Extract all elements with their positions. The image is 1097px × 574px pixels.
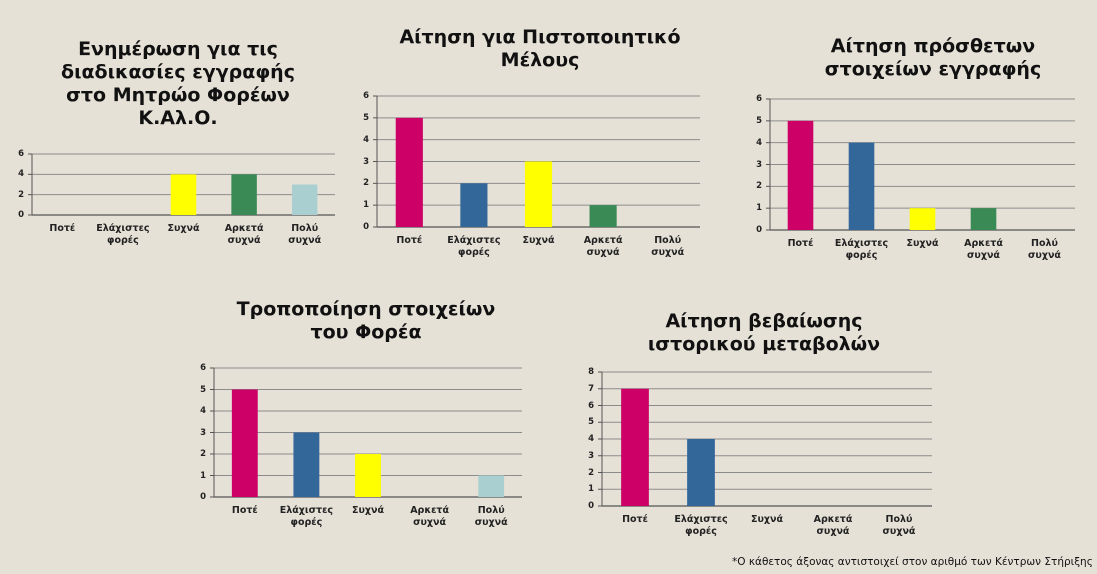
- y-tick-label: 1: [588, 484, 594, 495]
- x-tick-label: Πολύ συχνά: [1028, 238, 1061, 261]
- y-tick-label: 5: [756, 115, 762, 126]
- y-tick-label: 6: [200, 363, 206, 373]
- x-tick-label: Ελάχιστες φορές: [447, 235, 501, 258]
- x-tick-label: Ποτέ: [787, 238, 814, 249]
- y-tick-label: 4: [18, 169, 24, 180]
- y-tick-label: 3: [200, 427, 206, 438]
- y-tick-label: 3: [588, 450, 594, 461]
- y-tick-label: 2: [588, 467, 594, 478]
- bar: [231, 174, 257, 215]
- y-tick-label: 6: [363, 91, 369, 101]
- x-tick-label: Ποτέ: [396, 235, 423, 246]
- y-tick-label: 5: [588, 417, 594, 428]
- x-tick-label: Ελάχιστες φορές: [279, 505, 334, 528]
- y-tick-label: 0: [200, 492, 206, 502]
- y-tick-label: 8: [588, 367, 594, 377]
- x-tick-label: Αρκετά συχνά: [813, 514, 853, 537]
- bar: [395, 117, 423, 227]
- y-tick-label: 1: [363, 200, 369, 211]
- y-tick-label: 1: [756, 203, 762, 214]
- y-tick-label: 7: [588, 383, 594, 394]
- y-tick-label: 0: [363, 222, 369, 232]
- y-tick-label: 0: [588, 501, 594, 511]
- x-tick-label: Πολύ συχνά: [882, 514, 916, 537]
- bar: [460, 183, 488, 227]
- y-tick-label: 0: [756, 225, 762, 235]
- footnote: *Ο κάθετος άξονας αντιστοιχεί στον αριθμ…: [732, 556, 1093, 568]
- y-tick-label: 2: [200, 449, 206, 459]
- y-tick-label: 1: [200, 470, 206, 481]
- chart-title: Αίτηση πρόσθετων στοιχείων εγγραφής: [824, 35, 1042, 80]
- bar: [909, 208, 936, 230]
- y-tick-label: 4: [200, 406, 206, 416]
- x-tick-label: Ποτέ: [231, 505, 258, 516]
- bar: [170, 174, 197, 215]
- x-tick-label: Πολύ συχνά: [651, 235, 685, 258]
- y-tick-label: 3: [363, 156, 369, 167]
- x-tick-label: Πολύ συχνά: [288, 223, 322, 246]
- x-tick-label: Ελάχιστες φορές: [96, 223, 150, 246]
- y-tick-label: 5: [363, 112, 369, 123]
- x-tick-label: Συχνά: [522, 235, 555, 246]
- bar: [293, 432, 320, 497]
- x-tick-label: Αρκετά συχνά: [964, 238, 1003, 261]
- x-tick-label: Συχνά: [167, 223, 200, 234]
- y-tick-label: 4: [363, 134, 369, 145]
- y-tick-label: 6: [18, 149, 24, 159]
- y-tick-label: 5: [200, 384, 206, 395]
- bar: [524, 161, 553, 227]
- y-tick-label: 0: [18, 210, 24, 220]
- bar: [231, 389, 258, 497]
- y-tick-label: 2: [756, 181, 762, 192]
- bar: [687, 439, 715, 506]
- x-tick-label: Συχνά: [750, 514, 784, 525]
- chart-title: Αίτηση βεβαίωσης ιστορικού μεταβολών: [647, 310, 881, 355]
- y-tick-label: 6: [588, 400, 594, 411]
- bar: [848, 142, 875, 230]
- x-tick-label: Ελάχιστες φορές: [674, 514, 728, 537]
- chart-title: Τροποποίηση στοιχείων του Φορέα: [236, 298, 496, 343]
- y-tick-label: 4: [588, 434, 594, 444]
- x-tick-label: Ποτέ: [622, 514, 648, 525]
- x-tick-label: Αρκετά συχνά: [224, 223, 264, 246]
- bar: [787, 120, 814, 230]
- bar: [355, 454, 381, 497]
- y-tick-label: 2: [363, 178, 369, 189]
- bar: [970, 208, 997, 230]
- bar: [621, 388, 649, 506]
- x-tick-label: Πολύ συχνά: [474, 505, 508, 528]
- y-tick-label: 6: [756, 94, 762, 104]
- x-tick-label: Αρκετά συχνά: [410, 505, 449, 528]
- x-tick-label: Αρκετά συχνά: [583, 235, 623, 258]
- y-tick-label: 2: [18, 189, 24, 200]
- x-tick-label: Συχνά: [906, 238, 939, 249]
- y-tick-label: 4: [756, 137, 762, 148]
- y-tick-label: 3: [756, 159, 762, 170]
- bar: [589, 205, 617, 227]
- chart-title: Αίτηση για Πιστοποιητικό Μέλους: [399, 26, 681, 71]
- x-tick-label: Ποτέ: [49, 223, 76, 234]
- x-tick-label: Συχνά: [351, 505, 385, 516]
- bar: [478, 475, 505, 497]
- bar: [291, 184, 318, 215]
- x-tick-label: Ελάχιστες φορές: [834, 238, 889, 261]
- chart-title: Ενημέρωση για τις διαδικασίες εγγραφής σ…: [61, 38, 295, 129]
